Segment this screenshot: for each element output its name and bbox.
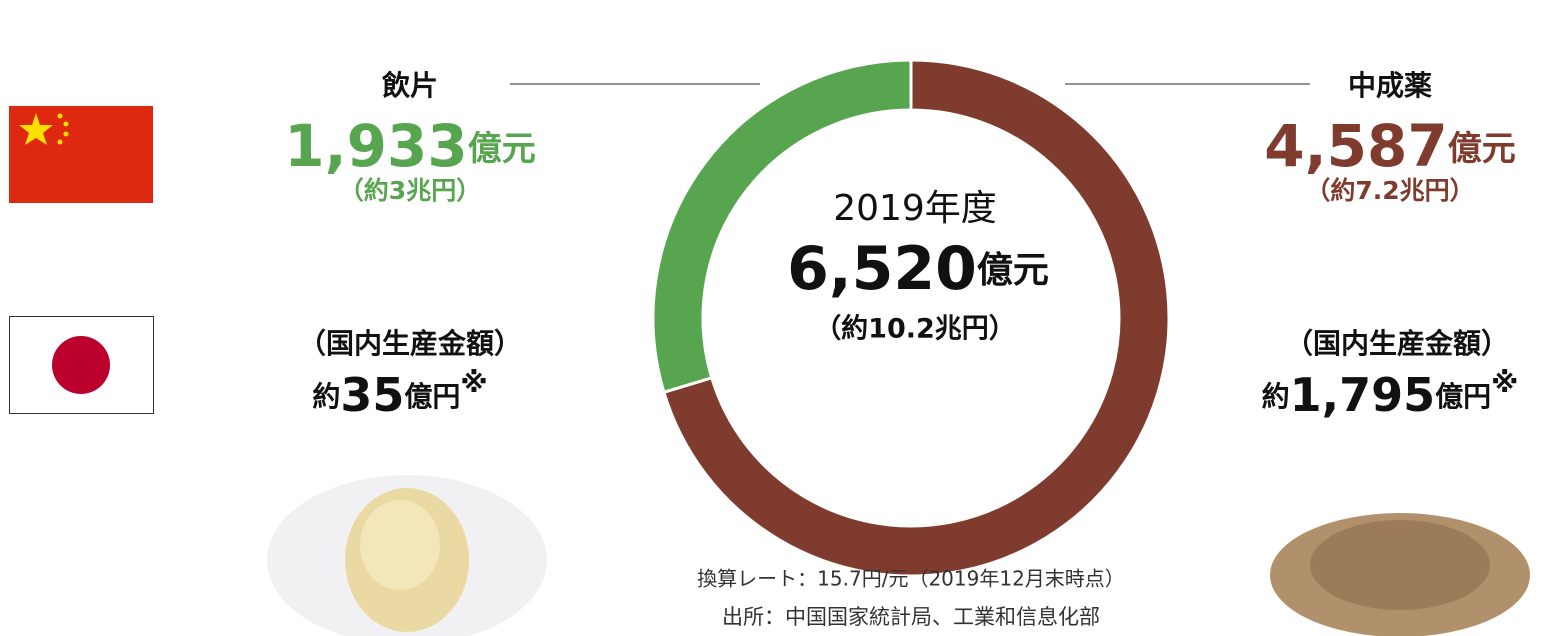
- value-label: 4,587億元: [1264, 112, 1515, 180]
- note: 換算レート：15.7円/元（2019年12月末時点）: [697, 567, 1125, 591]
- japan-flag: [9, 316, 154, 414]
- value-label: 1,933億元: [284, 112, 535, 180]
- japan-heading: （国内生産金額）: [1285, 327, 1509, 360]
- japan-amount: 約35億円※: [312, 366, 487, 422]
- sub-label: （約7.2兆円）: [1305, 176, 1474, 205]
- category-label: 中成薬: [1348, 69, 1432, 102]
- sub-label: （約3兆円）: [339, 176, 481, 205]
- japan-heading: （国内生産金額）: [298, 327, 522, 360]
- china-flag: [9, 106, 153, 203]
- japan-amount: 約1,795億円※: [1262, 366, 1519, 422]
- center-total: 6,520億元: [787, 234, 1049, 304]
- chengyao-photo: [1270, 513, 1530, 636]
- category-label: 飲片: [382, 69, 438, 102]
- center-sub-label: （約10.2兆円）: [814, 313, 1016, 345]
- note: 出所：中国国家統計局、工業和信息化部: [722, 605, 1100, 629]
- center-year: 2019年度: [833, 188, 997, 229]
- yinpian-photo: [267, 475, 547, 636]
- slice: [662, 58, 1171, 578]
- donut: [651, 58, 1171, 578]
